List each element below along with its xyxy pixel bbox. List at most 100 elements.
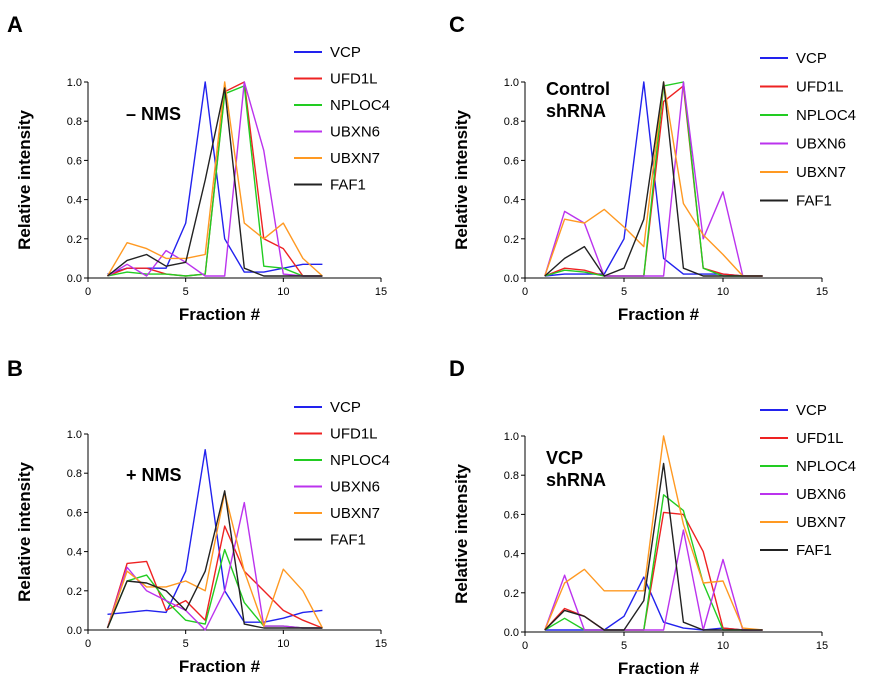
x-tick-label: 10: [717, 640, 729, 652]
y-tick-label: 0.4: [67, 195, 82, 207]
x-tick-label: 0: [522, 286, 528, 298]
y-tick-label: 0.0: [504, 627, 519, 639]
legend-label: UFD1L: [330, 426, 378, 443]
y-tick-label: 0.0: [67, 625, 82, 637]
legend-label: UFD1L: [796, 79, 844, 96]
x-tick-label: 10: [717, 286, 729, 298]
y-axis-title: Relative intensity: [15, 462, 34, 602]
x-tick-label: 15: [816, 286, 828, 298]
series-line-faf1: [106, 490, 323, 629]
x-tick-label: 0: [85, 638, 91, 650]
series-line-ubxn6: [544, 529, 763, 631]
legend-label: NPLOC4: [796, 458, 856, 475]
series-line-ufd1l: [544, 85, 763, 277]
series-line-ubxn7: [544, 81, 763, 277]
x-axis-title: Fraction #: [618, 305, 700, 324]
legend-label: VCP: [796, 50, 827, 67]
panel-annotation: Control: [546, 79, 610, 99]
y-tick-label: 0.6: [504, 509, 519, 521]
y-tick-label: 0.6: [67, 155, 82, 167]
legend-label: FAF1: [796, 193, 832, 210]
x-tick-label: 5: [183, 286, 189, 298]
legend: VCP UFD1L NPLOC4 UBXN6 UBXN7 FAF1: [760, 402, 856, 559]
series-line-ubxn7: [106, 492, 324, 629]
y-axis-title: Relative intensity: [452, 110, 471, 250]
legend-label: UBXN7: [330, 505, 380, 522]
series-line-faf1: [544, 81, 763, 277]
legend-label: UBXN6: [796, 486, 846, 503]
y-tick-label: 0.8: [504, 116, 519, 128]
legend-label: UBXN6: [330, 124, 380, 141]
panel-letter: D: [449, 356, 465, 381]
series-line-vcp: [107, 449, 323, 623]
y-axis-title: Relative intensity: [15, 110, 34, 250]
legend-label: FAF1: [330, 177, 366, 194]
y-tick-label: 0.0: [67, 273, 82, 285]
series-line-ubxn7: [544, 435, 763, 631]
series-line-faf1: [107, 87, 323, 277]
y-tick-label: 0.8: [67, 116, 82, 128]
legend-label: NPLOC4: [330, 97, 390, 114]
y-tick-label: 0.2: [67, 586, 82, 598]
series-line-ubxn7: [106, 81, 323, 277]
y-tick-label: 0.4: [504, 195, 519, 207]
y-tick-label: 1.0: [504, 77, 519, 89]
x-axis-title: Fraction #: [179, 305, 261, 324]
legend-label: UBXN7: [796, 164, 846, 181]
x-tick-label: 5: [183, 638, 189, 650]
x-tick-label: 5: [621, 640, 627, 652]
legend-label: VCP: [796, 402, 827, 419]
legend: VCP UFD1L NPLOC4 UBXN6 UBXN7 FAF1: [294, 44, 390, 194]
series-line-ubxn6: [106, 501, 323, 631]
x-tick-label: 15: [375, 286, 387, 298]
panel-letter: C: [449, 12, 465, 37]
legend-label: FAF1: [330, 532, 366, 549]
x-tick-label: 5: [621, 286, 627, 298]
panel-annotation: – NMS: [126, 104, 181, 124]
x-tick-label: 10: [277, 638, 289, 650]
series-line-faf1: [544, 462, 763, 631]
legend-label: UBXN7: [330, 150, 380, 167]
legend-label: VCP: [330, 44, 361, 61]
chart-panel-b: B 0.0 0.2 0.4 0.6 0.8 1.0 0 5 10 15 Fraction # Relat…: [7, 356, 390, 676]
series-line-ubxn6: [107, 81, 323, 277]
y-tick-label: 1.0: [504, 431, 519, 443]
series-line-ubxn6: [544, 81, 763, 277]
legend-label: VCP: [330, 399, 361, 416]
legend-label: UBXN6: [796, 136, 846, 153]
y-tick-label: 0.2: [504, 234, 519, 246]
x-tick-label: 0: [522, 640, 528, 652]
chart-panel-c: C 0.0 0.2 0.4 0.6 0.8 1.0 0 5 10 15 Fraction # Relat…: [449, 12, 856, 324]
legend: VCP UFD1L NPLOC4 UBXN6 UBXN7 FAF1: [294, 399, 390, 549]
panel-letter: A: [7, 12, 23, 37]
y-tick-label: 0.4: [504, 549, 519, 561]
y-tick-label: 1.0: [67, 429, 82, 441]
y-tick-label: 0.0: [504, 273, 519, 285]
panel-letter: B: [7, 356, 23, 381]
legend-label: NPLOC4: [796, 107, 856, 124]
x-axis-title: Fraction #: [179, 657, 261, 676]
panel-annotation: VCP: [546, 448, 583, 468]
y-axis-title: Relative intensity: [452, 464, 471, 604]
y-tick-label: 0.2: [67, 234, 82, 246]
legend: VCP UFD1L NPLOC4 UBXN6 UBXN7 FAF1: [760, 50, 856, 210]
x-tick-label: 0: [85, 286, 91, 298]
chart-panel-d: D 0.0 0.2 0.4 0.6 0.8 1.0 0 5 10 15 Fraction # Relat…: [449, 356, 856, 678]
x-tick-label: 10: [277, 286, 289, 298]
legend-label: UFD1L: [330, 71, 378, 88]
series-line-ufd1l: [106, 525, 323, 629]
chart-panel-a: A 0.0 0.2 0.4 0.6 0.8 1.0 0 5 10 15 Fraction # Relat…: [7, 12, 390, 324]
legend-label: NPLOC4: [330, 452, 390, 469]
legend-label: UBXN7: [796, 514, 846, 531]
legend-label: UBXN6: [330, 479, 380, 496]
y-tick-label: 0.8: [67, 468, 82, 480]
legend-label: UFD1L: [796, 430, 844, 447]
y-tick-label: 0.6: [504, 155, 519, 167]
x-tick-label: 15: [375, 638, 387, 650]
y-tick-label: 1.0: [67, 77, 82, 89]
x-axis-title: Fraction #: [618, 659, 700, 678]
x-tick-label: 15: [816, 640, 828, 652]
panel-annotation: shRNA: [546, 470, 606, 490]
y-tick-label: 0.8: [504, 470, 519, 482]
